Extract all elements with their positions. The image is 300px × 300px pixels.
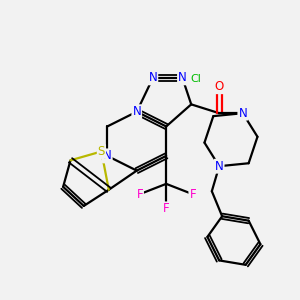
Text: Cl: Cl [190, 74, 201, 84]
Text: N: N [215, 160, 224, 173]
Text: O: O [214, 80, 224, 93]
Text: N: N [238, 107, 247, 120]
Text: F: F [136, 188, 143, 201]
Text: N: N [132, 105, 141, 118]
Text: S: S [98, 145, 105, 158]
Text: N: N [148, 71, 157, 84]
Text: F: F [189, 188, 196, 201]
Text: N: N [103, 149, 112, 162]
Text: F: F [163, 202, 169, 215]
Text: N: N [178, 71, 187, 84]
